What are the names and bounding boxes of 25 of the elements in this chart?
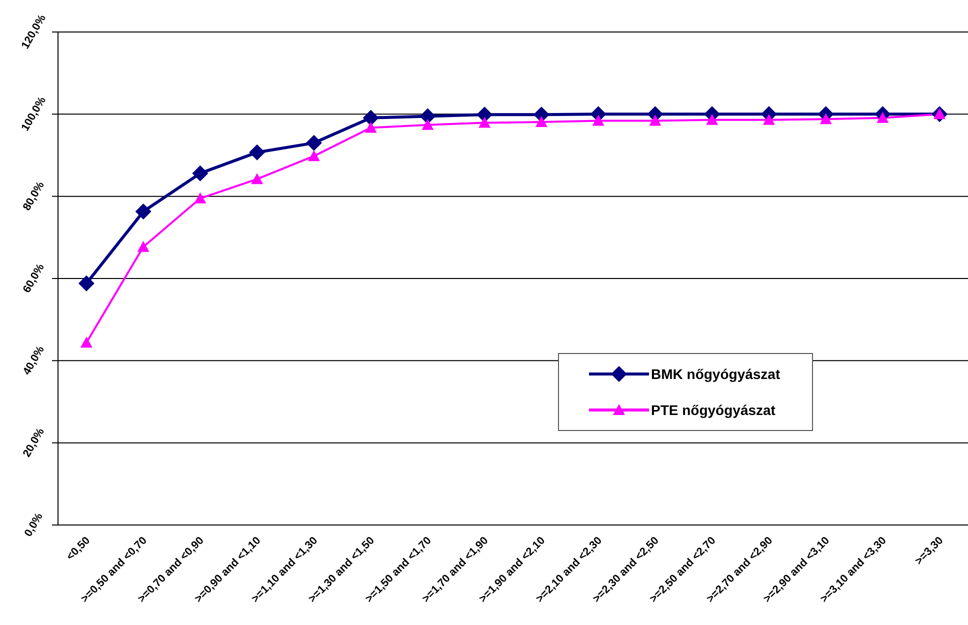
point	[706, 114, 718, 125]
point	[535, 116, 548, 127]
point	[820, 113, 832, 124]
point	[251, 173, 264, 184]
point	[476, 106, 493, 123]
point	[420, 108, 436, 124]
point	[194, 192, 206, 204]
point	[249, 144, 266, 160]
legend-label: PTE nőgyógyászat	[651, 402, 776, 418]
point	[137, 240, 150, 252]
point	[362, 110, 379, 126]
point	[306, 134, 322, 151]
point	[364, 122, 377, 133]
point	[78, 275, 94, 292]
legend-label: BMK nőgyógyászat	[651, 366, 780, 382]
point	[762, 114, 775, 125]
point	[422, 118, 434, 130]
point	[308, 150, 320, 162]
point	[135, 204, 152, 220]
point	[192, 165, 208, 182]
point	[649, 114, 662, 126]
point	[80, 336, 92, 348]
point	[478, 116, 491, 128]
point	[876, 112, 889, 123]
point	[592, 114, 604, 126]
